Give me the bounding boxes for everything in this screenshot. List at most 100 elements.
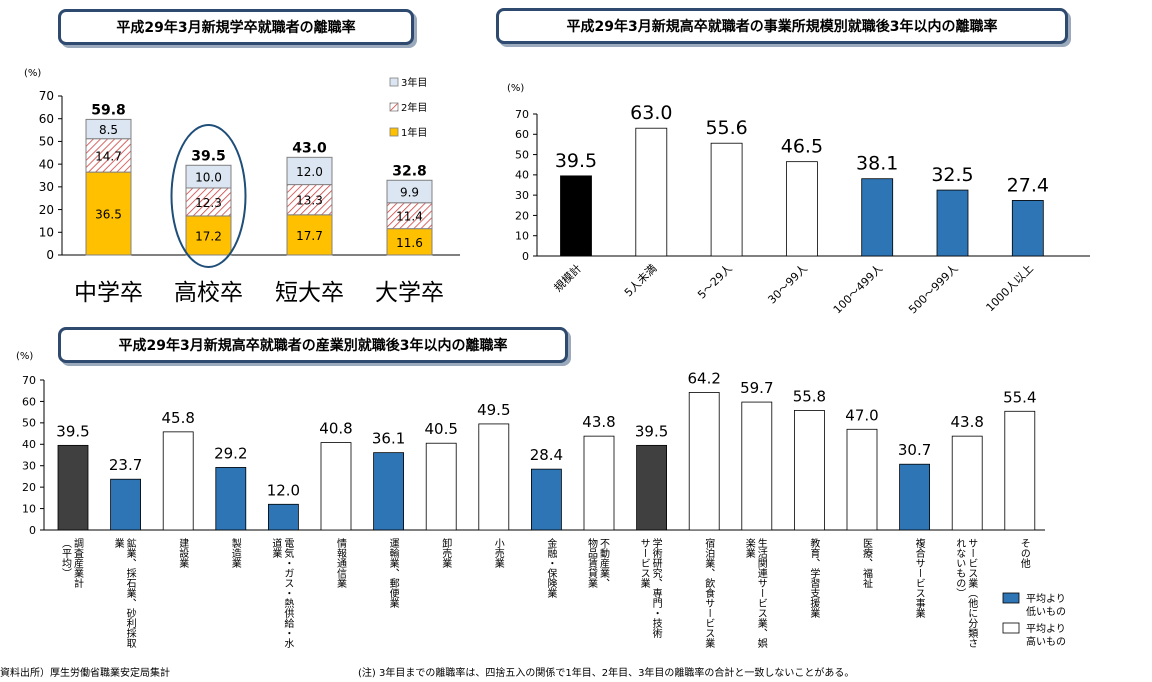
chart3-legend-label: 低いもの [1026, 605, 1066, 618]
chart1-unit: (%) [24, 68, 41, 79]
chart1-legend-swatch [389, 127, 399, 137]
chart2-title: 平成29年3月新規高卒就職者の事業所規模別就職後3年以内の離職率 [496, 8, 1068, 44]
chart3-data-label: 36.1 [372, 430, 405, 448]
chart3-bar [478, 423, 510, 531]
chart2-category-label: 規模計 [551, 261, 584, 294]
chart3-data-label: 49.5 [477, 401, 510, 419]
chart2-category-label: 1000人以上 [984, 262, 1036, 314]
note-footnote: (注) 3年目までの離職率は、四捨五入の関係で1年目、2年目、3年目の離職率の合… [358, 668, 855, 679]
chart2-category-label: 500～999人 [906, 262, 960, 316]
chart3-bar [636, 444, 667, 531]
chart3-category-label: 卸売業 [440, 537, 452, 569]
chart2-y-tick-label: 20 [515, 209, 529, 222]
chart1-y-tick-label: 30 [39, 180, 54, 194]
chart3-bar [531, 468, 562, 531]
chart3-category-label: 複合サービス事業 [913, 537, 925, 619]
chart3-y-tick-label: 10 [22, 502, 36, 515]
chart2-bar [785, 161, 818, 257]
chart2-data-label: 38.1 [856, 153, 898, 175]
chart1-legend-label: 1年目 [401, 126, 427, 139]
chart2-bar [936, 189, 969, 257]
chart3-data-label: 55.8 [793, 387, 826, 405]
chart3-legend-swatch [1002, 592, 1020, 604]
chart3-y-tick-label: 0 [29, 524, 36, 537]
chart3-bar [688, 392, 720, 531]
chart3-y-tick-label: 20 [22, 481, 36, 494]
chart2-data-label: 63.0 [630, 102, 672, 124]
chart3-category-label: （平均） [60, 538, 72, 578]
chart1-data-label: 17.7 [296, 229, 323, 243]
chart1-y-tick-label: 20 [39, 203, 54, 217]
chart3-category-label: 宿泊業、飲食サービス業 [703, 537, 715, 649]
chart3-bar [57, 444, 89, 531]
chart1-data-label: 14.7 [95, 149, 122, 163]
chart3-data-label: 30.7 [898, 441, 931, 459]
chart3-data-label: 39.5 [56, 422, 89, 440]
chart1-y-tick-label: 10 [39, 225, 54, 239]
chart-establishment-size: (%) 0 10 20 30 40 50 60 70 39.5 規模計 63.0 5人未満 55.6 5～2… [507, 83, 1090, 316]
chart3-data-label: 40.5 [424, 420, 457, 438]
chart2-category-label: 30～99人 [765, 262, 810, 307]
chart1-data-label: 9.9 [400, 186, 419, 200]
chart1-category-label: 高校卒 [174, 280, 243, 306]
chart3-data-label: 29.2 [214, 444, 247, 462]
chart3-y-tick-label: 50 [22, 417, 36, 430]
chart3-data-label: 39.5 [635, 422, 668, 440]
chart-graduates-stacked: (%) 0 10 20 30 40 50 60 70 36.5 14.7 8.5 59.8 中学卒 17.2… [24, 68, 460, 306]
chart3-category-label: 鉱業、採石業、砂利採取 [124, 537, 136, 649]
chart1-data-label: 17.2 [195, 229, 222, 243]
chart3-data-label: 59.7 [740, 379, 773, 397]
chart3-category-label: 業 [112, 537, 124, 549]
chart3-category-label: サービス業 [638, 538, 650, 589]
chart3-legend-label: 平均より [1026, 623, 1066, 635]
chart3-data-label: 47.0 [845, 406, 878, 424]
chart1-bar-segment [85, 118, 132, 140]
source-footnote: 資料出所）厚生労働省職業安定局集計 [0, 668, 170, 679]
chart3-legend-swatch [1002, 622, 1020, 634]
chart1-bar-segment [386, 202, 433, 230]
chart3-bar [794, 410, 825, 531]
chart1-bar-segment [185, 215, 232, 256]
chart3-category-label: 教育、学習支援業 [808, 537, 820, 619]
chart2-category-label: 100～499人 [831, 262, 885, 316]
chart2-category-label: 5～29人 [695, 262, 735, 302]
chart3-category-label: 不動産業、 [598, 538, 610, 588]
chart3-data-label: 43.8 [950, 413, 983, 431]
chart1-y-tick-label: 40 [39, 157, 54, 171]
chart3-data-label: 45.8 [161, 409, 194, 427]
chart3-category-label: その他 [1018, 538, 1030, 569]
chart1-legend-swatch [389, 102, 399, 112]
chart1-y-tick-label: 0 [46, 248, 54, 262]
chart3-category-label: 物品賃貸業 [586, 537, 598, 589]
chart1-y-tick-label: 60 [39, 112, 54, 126]
chart3-y-tick-label: 70 [22, 374, 36, 387]
chart-industry: (%) 0 10 20 30 40 50 60 70 39.5 調査産業計（平均） 23.7 鉱業、採石… [16, 351, 1066, 649]
chart3-bar [1004, 410, 1036, 531]
chart3-bar [741, 401, 773, 531]
chart2-y-tick-label: 30 [515, 189, 529, 202]
chart1-y-tick-label: 50 [39, 135, 54, 149]
chart2-bar [635, 127, 668, 257]
chart3-bar [425, 442, 457, 531]
chart3-unit: (%) [16, 351, 33, 362]
chart3-category-label: 製造業 [229, 537, 241, 569]
chart3-category-label: サービス業（他に分類さ [966, 538, 978, 648]
chart3-category-label: 調査産業計 [72, 537, 84, 589]
chart2-y-tick-label: 50 [515, 148, 529, 161]
chart2-data-label: 39.5 [555, 150, 597, 172]
chart3-legend-label: 高いもの [1026, 635, 1066, 648]
chart1-data-label: 12.0 [296, 165, 323, 179]
chart2-y-tick-label: 60 [515, 128, 529, 141]
chart3-bar [320, 442, 352, 531]
chart1-data-label: 12.3 [195, 196, 222, 210]
chart2-y-tick-label: 10 [515, 230, 529, 243]
chart3-y-tick-label: 30 [22, 460, 36, 473]
chart2-y-tick-label: 70 [515, 108, 529, 121]
chart3-bar [162, 431, 194, 531]
chart1-total-label: 59.8 [91, 102, 126, 118]
chart3-data-label: 64.2 [687, 369, 720, 387]
chart3-title: 平成29年3月新規高卒就職者の産業別就職後3年以内の離職率 [58, 327, 568, 363]
chart2-bar [1011, 200, 1044, 257]
chart1-total-label: 39.5 [191, 148, 226, 164]
chart1-legend-swatch [389, 77, 399, 87]
